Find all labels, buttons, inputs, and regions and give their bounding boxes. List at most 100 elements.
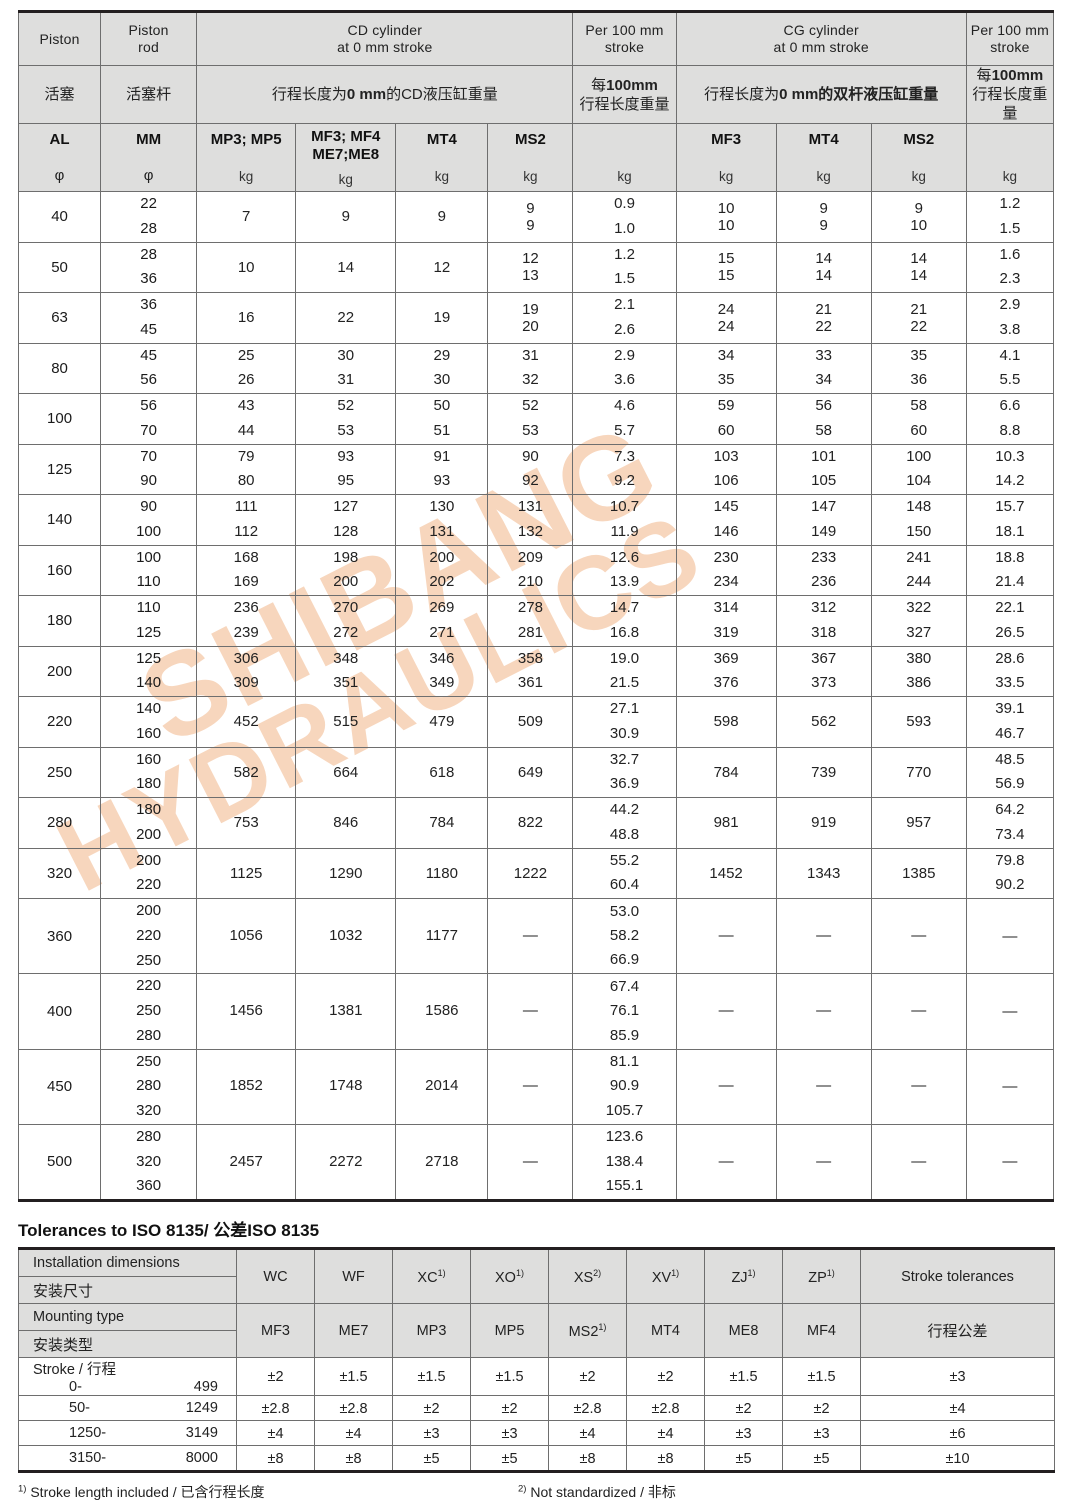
- cg-mt-line: 149: [811, 522, 837, 540]
- cell-cg-ms2: 322 327: [870, 595, 967, 647]
- table-body: 40 22 28 7 9 9 9 9 0.9 1.0 10 10 9 9 9 10 1.2 1.5 50 28 36 10…: [17, 191, 1055, 1203]
- cell-piston: 100: [17, 393, 102, 445]
- cg-mf-line: 10: [717, 199, 735, 217]
- tol-value: ±5: [470, 1445, 549, 1473]
- cd-ms-line: 278: [517, 599, 543, 616]
- cd-mf-line: 14: [337, 258, 355, 276]
- rod-size: 220: [136, 876, 162, 894]
- tol-dim-sup: 1): [515, 1267, 524, 1278]
- cd-per100-line: 30.9: [609, 724, 640, 742]
- cg-ms-line: 327: [906, 623, 932, 641]
- cell-cd-mf3-mf4-me7-me8: 14: [295, 241, 397, 293]
- cell-cd-mp3-mp5: 1125: [196, 847, 297, 899]
- tolerances-body: Stroke / 行程 0- 499 ±2 ±1.5 ±1.5 ±1.5 ±2 ±2 ±1.5 ±1…: [18, 1357, 1055, 1473]
- tol-dim-sup: 1): [671, 1267, 680, 1278]
- cg-mf-line: —: [718, 926, 734, 944]
- cd-per100-line: 1.5: [614, 270, 635, 288]
- cg-mf-line: 103: [713, 447, 739, 465]
- tol-value: ±1.5: [314, 1357, 393, 1396]
- cd-mp-line: 753: [233, 814, 259, 832]
- piston-size: 320: [47, 864, 73, 882]
- cd-mf-line: 1032: [329, 926, 363, 944]
- cg-per100-line: 1.6: [999, 245, 1021, 263]
- cg-per100-line: 2.3: [999, 270, 1021, 288]
- table-row: 160 100 110 168 169 198 200 200 202 209 210 12.6 13.…: [17, 544, 1055, 596]
- cd-ms-line: —: [522, 1077, 538, 1095]
- cell-piston-rod: 110 125: [100, 595, 198, 647]
- rod-size: 180: [136, 775, 162, 793]
- cell-cg-mf3: 24 24: [675, 292, 777, 344]
- tol-value: ±2: [470, 1395, 549, 1421]
- cd-mp-line: 25: [237, 346, 255, 364]
- cell-cd-mf3-mf4-me7-me8: 30 31: [295, 342, 397, 394]
- cd-cn-c: 的CD液压缸重量: [386, 86, 498, 103]
- cell-cd-mt4: 1177: [395, 897, 489, 975]
- column-header-ms2: MS2 kg: [870, 123, 967, 192]
- cell-cd-mt4: 618: [395, 746, 489, 798]
- cg-mf-line: 234: [713, 573, 739, 591]
- cell-cg-ms2: 770: [870, 746, 967, 798]
- rod-size: 160: [136, 750, 162, 768]
- cell-cd-per-100mm: 1.2 1.5: [572, 241, 677, 293]
- cd-mt-line: 349: [429, 674, 455, 692]
- table-row: 220 140 160 452 515 479 509 27.1 30.9 598 562 593 39…: [17, 696, 1055, 748]
- cell-cd-mp3-mp5: 7: [196, 191, 297, 243]
- cell-cd-per-100mm: 32.7 36.9: [572, 746, 677, 798]
- rod-size: 220: [136, 977, 162, 995]
- cg-mf-line: 10: [717, 216, 735, 234]
- cell-cg-per-100mm: 1.2 1.5: [965, 191, 1055, 243]
- rod-size: 360: [136, 1177, 162, 1195]
- cd-mp-line: 236: [233, 599, 259, 616]
- cell-cd-mp3-mp5: 1852: [196, 1048, 297, 1125]
- cd-ms-line: 131: [517, 498, 543, 515]
- per100-cn-value: 100mm: [606, 76, 658, 94]
- column-unit: kg: [338, 172, 353, 187]
- header-piston-en: Piston: [17, 10, 102, 66]
- rod-size: 125: [136, 623, 162, 641]
- cell-cg-mf3: 369 376: [675, 645, 777, 697]
- cg-per100-line: —: [1002, 1078, 1018, 1096]
- rod-size: 28: [140, 245, 157, 263]
- tol-dim-header-zj: ZJ1): [704, 1247, 783, 1304]
- cell-cg-mf3: 34 35: [675, 342, 777, 394]
- cell-cd-mf3-mf4-me7-me8: 2272: [295, 1123, 397, 1203]
- tol-mount-code: MS21): [568, 1321, 607, 1340]
- cg-cn-a: 行程长度为: [704, 86, 780, 103]
- cell-cd-mp3-mp5: 25 26: [196, 342, 297, 394]
- cd-mf-line: 128: [333, 522, 359, 540]
- cell-piston-rod: 45 56: [100, 342, 198, 394]
- cd-per100-line: 16.8: [609, 623, 640, 641]
- cg-per100-line: 14.2: [995, 472, 1025, 490]
- cell-cd-mp3-mp5: 1456: [196, 973, 297, 1050]
- cg-mt-line: 236: [811, 573, 837, 591]
- rod-size: 200: [136, 825, 162, 843]
- cell-piston-rod: 140 160: [100, 696, 198, 748]
- cg-per100-line: 56.9: [995, 775, 1025, 793]
- cell-piston-rod: 56 70: [100, 393, 198, 445]
- rod-size: 220: [136, 926, 162, 944]
- cg-mt-line: 101: [811, 447, 837, 465]
- tol-value: ±5: [704, 1445, 783, 1473]
- tol-value: ±2.8: [548, 1395, 627, 1421]
- cell-cg-mt4: 14 14: [775, 241, 872, 293]
- cell-cg-per-100mm: 28.6 33.5: [965, 645, 1055, 697]
- tolerance-row: 1250- 3149 ±4 ±4 ±3 ±3 ±4 ±4 ±3 ±3 ±6: [18, 1420, 1055, 1446]
- cd-mp-line: 306: [233, 649, 259, 667]
- cell-cd-mf3-mf4-me7-me8: 22: [295, 292, 397, 344]
- cell-cd-mp3-mp5: 16: [196, 292, 297, 344]
- cell-cd-mt4: 1586: [395, 973, 489, 1050]
- tol-dim-header-wf: WF: [314, 1247, 393, 1304]
- cg-mt-line: 318: [811, 623, 837, 641]
- piston-size: 80: [51, 359, 68, 377]
- cell-cd-mf3-mf4-me7-me8: 846: [295, 797, 397, 849]
- rod-size: 36: [140, 296, 157, 313]
- cg-mf-line: 376: [713, 674, 739, 692]
- cg-mt-line: 147: [811, 498, 837, 515]
- cg-mf-line: 106: [713, 472, 739, 490]
- cd-mt-line: 202: [429, 573, 455, 591]
- cell-cg-ms2: —: [870, 1123, 967, 1203]
- cg-per100-line: 22.1: [995, 599, 1025, 616]
- cell-cd-mt4: 1180: [395, 847, 489, 899]
- cd-per100-line: 81.1: [609, 1053, 640, 1071]
- cg-mf-line: 319: [713, 623, 739, 641]
